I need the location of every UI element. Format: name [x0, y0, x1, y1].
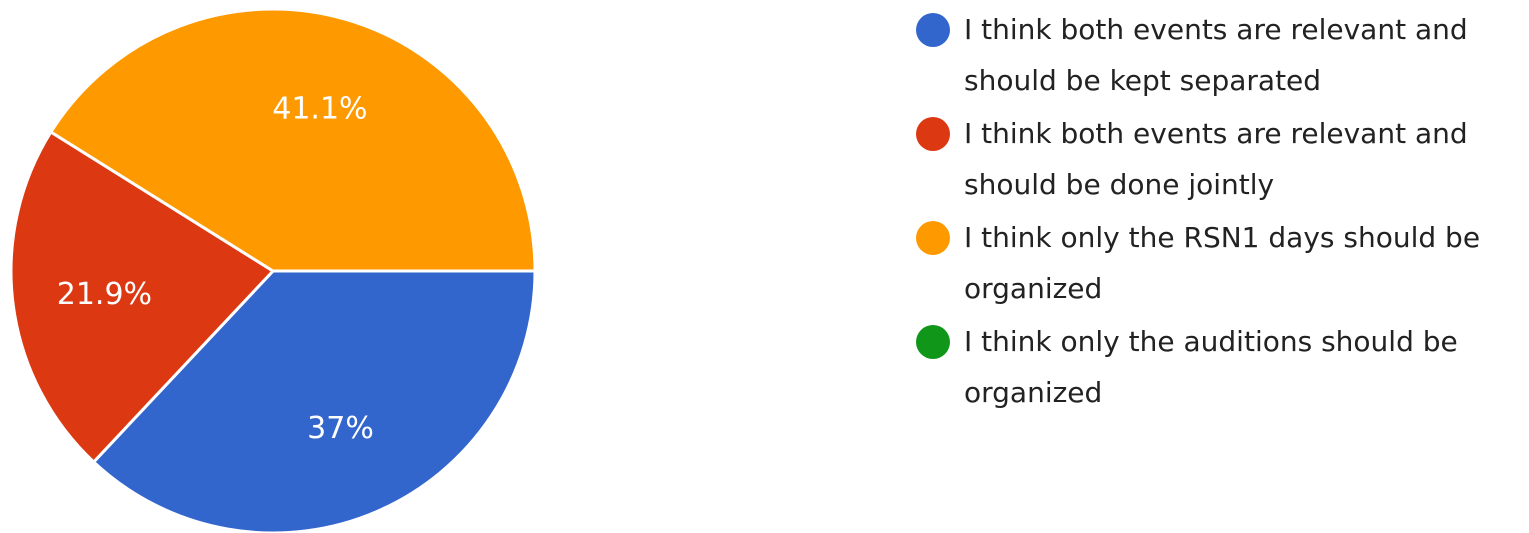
- legend-swatch-icon: [916, 325, 950, 359]
- legend-label: I think only the auditions should be org…: [964, 325, 1458, 409]
- chart-legend: I think both events are relevant and sho…: [916, 4, 1526, 420]
- legend-swatch-icon: [916, 221, 950, 255]
- legend-swatch-icon: [916, 117, 950, 151]
- legend-label: I think only the RSN1 days should be org…: [964, 221, 1480, 305]
- pie-chart-plot: 37% 21.9% 41.1%: [0, 0, 560, 533]
- legend-item-1[interactable]: I think both events are relevant and sho…: [916, 108, 1526, 210]
- slice-value-label-0: 37%: [307, 411, 374, 446]
- legend-swatch-icon: [916, 13, 950, 47]
- legend-label: I think both events are relevant and sho…: [964, 13, 1468, 97]
- legend-item-3[interactable]: I think only the auditions should be org…: [916, 316, 1526, 418]
- slice-value-label-1: 21.9%: [57, 277, 152, 312]
- legend-label: I think both events are relevant and sho…: [964, 117, 1468, 201]
- legend-item-0[interactable]: I think both events are relevant and sho…: [916, 4, 1526, 106]
- slice-value-label-2: 41.1%: [272, 92, 367, 127]
- legend-item-2[interactable]: I think only the RSN1 days should be org…: [916, 212, 1526, 314]
